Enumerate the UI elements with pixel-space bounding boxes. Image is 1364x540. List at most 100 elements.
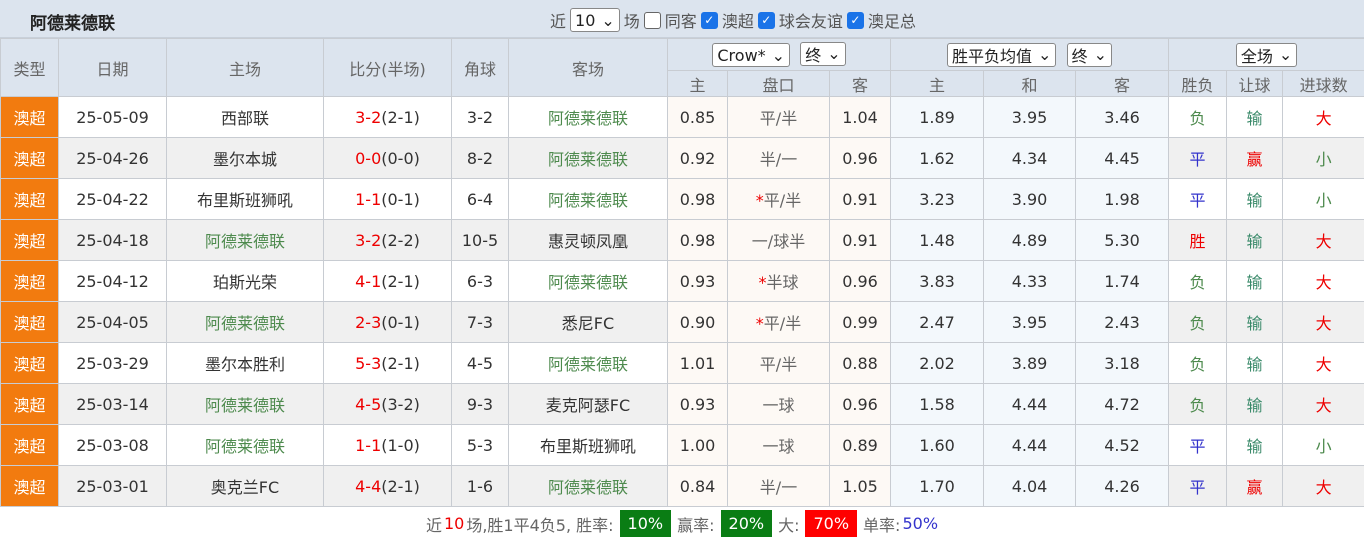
away-team: 阿德莱德联 [509, 97, 668, 138]
ah-away-odds-text: 0.88 [842, 354, 878, 373]
home-team: 阿德莱德联 [167, 425, 324, 466]
eu-away-odds-text: 1.98 [1104, 190, 1140, 209]
type-cell-text: 澳超 [13, 355, 45, 374]
eu-draw-odds: 4.34 [984, 138, 1076, 179]
wdl-result: 负 [1169, 384, 1227, 425]
date-cell-text: 25-04-05 [76, 313, 149, 332]
eu-draw-odds: 4.04 [984, 466, 1076, 507]
home-team: 阿德莱德联 [167, 302, 324, 343]
ou-result-text: 小 [1316, 191, 1332, 210]
away-team: 布里斯班狮吼 [509, 425, 668, 466]
col-corner: 角球 [452, 39, 509, 97]
company-select[interactable]: Crow*⌄ [712, 43, 790, 67]
score-cell: 4-5(3-2) [324, 384, 452, 425]
ah-away-odds-text: 0.91 [842, 190, 878, 209]
league-checkbox-friendly[interactable]: ✓ [758, 12, 775, 29]
chevron-down-icon: ⌄ [1038, 45, 1051, 64]
home-team-text: 珀斯光荣 [213, 273, 277, 292]
ou-result-text: 大 [1316, 314, 1332, 333]
ah-home-odds-text: 1.01 [680, 354, 716, 373]
match-table: 类型 日期 主场 比分(半场) 角球 客场 Crow*⌄ 终⌄ 胜平负均值⌄ 终… [0, 38, 1364, 507]
score-cell: 1-1(0-1) [324, 179, 452, 220]
eu-draw-odds: 3.90 [984, 179, 1076, 220]
eu-away-odds: 2.43 [1076, 302, 1169, 343]
away-team-text: 布里斯班狮吼 [540, 437, 636, 456]
date-cell-text: 25-04-22 [76, 190, 149, 209]
score-cell: 0-0(0-0) [324, 138, 452, 179]
league-checkbox-aleague[interactable]: ✓ [701, 12, 718, 29]
corner-cell-text: 8-2 [467, 149, 493, 168]
ah-away-odds: 0.96 [830, 138, 891, 179]
ah-line-text: 半/一 [760, 150, 797, 169]
col-ah-away: 客 [830, 71, 891, 97]
wdl-result-text: 负 [1190, 314, 1206, 333]
wdl-result-text: 平 [1190, 150, 1206, 169]
eu-type-select[interactable]: 胜平负均值⌄ [947, 43, 1056, 67]
ah-home-odds: 0.98 [668, 220, 728, 261]
eu-header: 胜平负均值⌄ 终⌄ [891, 39, 1169, 71]
eu-state-select[interactable]: 终⌄ [1067, 43, 1112, 67]
away-team-text: 麦克阿瑟FC [546, 396, 630, 415]
corner-cell-text: 3-2 [467, 108, 493, 127]
ah-result: 输 [1227, 302, 1283, 343]
ah-line-text: 平/半 [764, 314, 801, 333]
eu-draw-odds: 3.95 [984, 97, 1076, 138]
recent-count-select[interactable]: 10⌄ [570, 8, 620, 32]
corner-cell-text: 6-4 [467, 190, 493, 209]
recent-label: 近 [550, 8, 566, 32]
eu-away-odds: 3.18 [1076, 343, 1169, 384]
ah-away-odds-text: 0.96 [842, 395, 878, 414]
ou-result-text: 小 [1316, 150, 1332, 169]
ah-state-select[interactable]: 终⌄ [800, 42, 845, 66]
type-cell-text: 澳超 [13, 150, 45, 169]
ah-home-odds-text: 0.93 [680, 272, 716, 291]
col-eu-home: 主 [891, 71, 984, 97]
wdl-result: 负 [1169, 261, 1227, 302]
ou-result: 小 [1283, 425, 1364, 466]
same-away-checkbox[interactable] [644, 12, 661, 29]
chevron-down-icon: ⌄ [827, 44, 840, 63]
same-away-label: 同客 [665, 8, 697, 32]
col-eu-away: 客 [1076, 71, 1169, 97]
summary-count: 10 [444, 514, 464, 533]
eu-away-odds-text: 3.18 [1104, 354, 1140, 373]
wdl-result: 平 [1169, 138, 1227, 179]
halftime-score: (2-2) [381, 231, 420, 250]
ah-away-odds-text: 0.89 [842, 436, 878, 455]
eu-away-odds: 1.74 [1076, 261, 1169, 302]
period-select[interactable]: 全场⌄ [1236, 43, 1297, 67]
ah-away-odds: 0.96 [830, 384, 891, 425]
team-title: 阿德莱德联 [30, 9, 115, 34]
chevron-down-icon: ⌄ [601, 11, 614, 30]
league-checkbox-facup[interactable]: ✓ [847, 12, 864, 29]
ah-home-odds: 0.93 [668, 384, 728, 425]
ah-away-odds-text: 0.91 [842, 231, 878, 250]
ah-line-text: 一/球半 [752, 232, 805, 251]
score-cell: 2-3(0-1) [324, 302, 452, 343]
ah-line: 半/一 [728, 466, 830, 507]
date-cell: 25-03-08 [59, 425, 167, 466]
type-cell: 澳超 [1, 425, 59, 466]
date-cell: 25-03-29 [59, 343, 167, 384]
type-cell-text: 澳超 [13, 191, 45, 210]
eu-draw-odds-text: 4.04 [1012, 477, 1048, 496]
summary-text: 场,胜1平4负5, 胜率: [466, 512, 613, 536]
away-team: 阿德莱德联 [509, 179, 668, 220]
wdl-result: 负 [1169, 343, 1227, 384]
home-team-text: 奥克兰FC [211, 478, 279, 497]
ah-star: * [756, 314, 764, 333]
corner-cell-text: 7-3 [467, 313, 493, 332]
ah-away-odds: 0.89 [830, 425, 891, 466]
corner-cell: 7-3 [452, 302, 509, 343]
eu-home-odds-text: 3.83 [919, 272, 955, 291]
